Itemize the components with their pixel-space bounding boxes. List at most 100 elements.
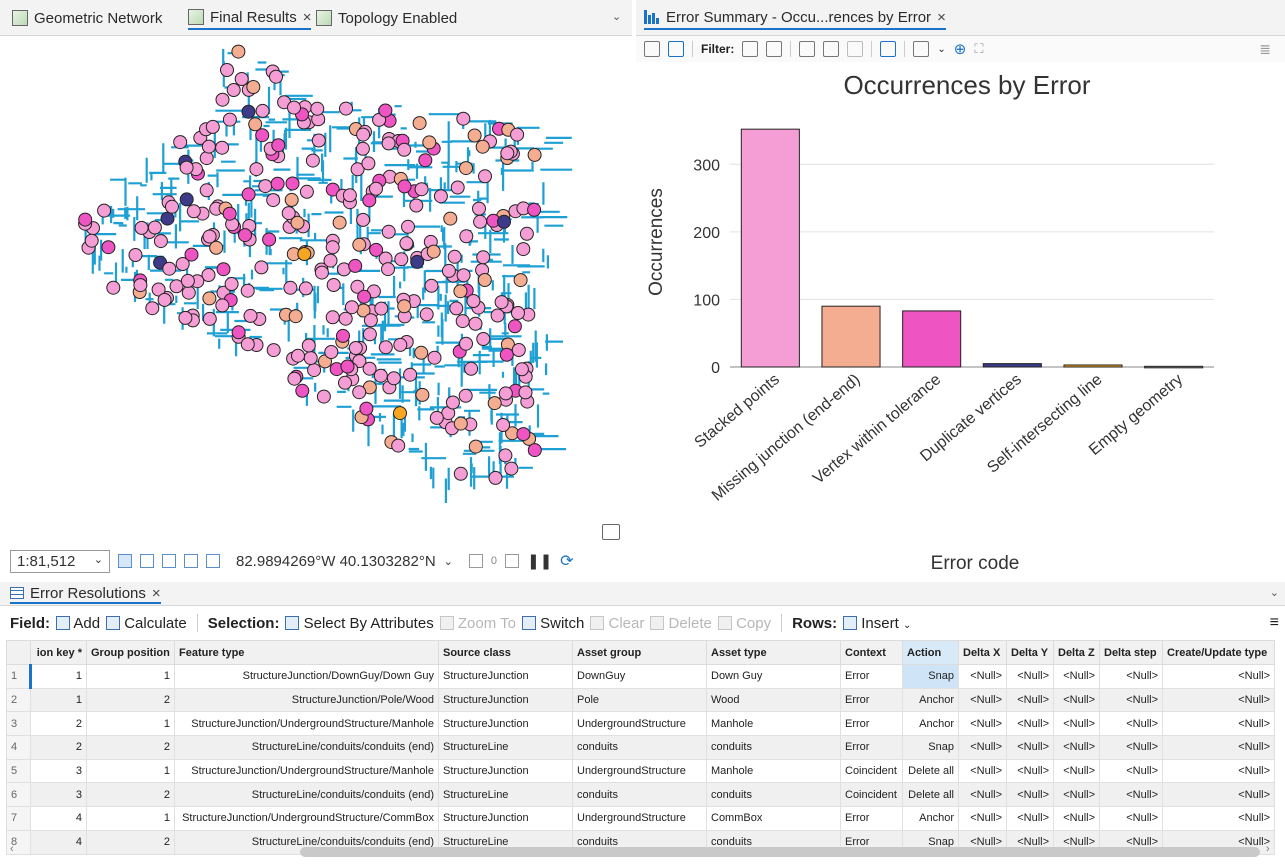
table-cell[interactable]: 1 <box>30 664 87 689</box>
table-cell[interactable]: <Null> <box>1162 735 1275 760</box>
table-cell[interactable]: <Null> <box>1053 735 1100 760</box>
measure-icon[interactable] <box>184 554 198 568</box>
bar-stacked-points[interactable] <box>740 128 800 368</box>
column-header[interactable]: Delta X <box>958 640 1007 665</box>
table-cell[interactable]: StructureJunction/UndergroundStructure/C… <box>174 806 439 831</box>
table-cell[interactable]: StructureLine <box>438 782 573 808</box>
chevron-down-icon[interactable]: ⌄ <box>443 555 453 568</box>
table-cell[interactable]: <Null> <box>1006 687 1054 713</box>
table-cell[interactable]: <Null> <box>958 735 1007 760</box>
table-row[interactable]: 2 1 2 StructureJunction/Pole/Wood StructureJ… <box>6 687 1275 713</box>
table-cell[interactable]: 2 <box>86 782 175 808</box>
table-cell[interactable]: 1 <box>86 664 175 689</box>
table-cell[interactable]: StructureJunction/UndergroundStructure/M… <box>174 758 439 784</box>
zoom-in-icon[interactable]: ⊕ <box>953 41 967 58</box>
table-cell[interactable]: <Null> <box>1162 806 1275 831</box>
table-menu-icon[interactable]: ≡ <box>1269 614 1279 631</box>
table-cell[interactable]: <Null> <box>1053 782 1100 808</box>
close-icon[interactable]: × <box>302 8 312 26</box>
table-cell[interactable]: DownGuy <box>572 664 707 689</box>
table-cell[interactable]: 3 <box>30 758 87 784</box>
list-icon[interactable]: ≣ <box>1259 40 1271 57</box>
scale-selector[interactable]: 1:81,512 ⌄ <box>10 549 110 573</box>
tab-final-results[interactable]: Final Results × <box>188 6 312 30</box>
table-cell[interactable]: Coincident <box>840 782 903 808</box>
table-cell[interactable]: StructureLine/conduits/conduits (end) <box>174 735 439 760</box>
row-number[interactable]: 7 <box>6 806 31 831</box>
copy-button[interactable]: Copy <box>717 615 771 632</box>
table-icon[interactable] <box>799 41 816 57</box>
chevron-down-icon[interactable]: ⌄ <box>1269 587 1279 599</box>
table-cell[interactable]: Error <box>840 711 903 737</box>
table-row[interactable]: 1 1 1 StructureJunction/DownGuy/Down Guy Str… <box>6 664 1275 689</box>
table-cell[interactable]: Snap <box>902 664 959 689</box>
table-cell[interactable]: StructureJunction <box>438 806 573 831</box>
scroll-left-icon[interactable]: ‹ <box>10 843 14 855</box>
table-row[interactable]: 7 4 1 StructureJunction/UndergroundStructur… <box>6 806 1275 831</box>
delete-button[interactable]: Delete <box>650 615 712 632</box>
calculate-field-button[interactable]: Calculate <box>106 615 187 632</box>
table-cell[interactable]: 2 <box>86 829 175 855</box>
table-cell[interactable]: <Null> <box>1162 711 1275 737</box>
table-cell[interactable]: conduits <box>572 735 707 760</box>
row-number[interactable]: 8 <box>6 829 31 855</box>
table-cell[interactable]: <Null> <box>1099 664 1163 689</box>
table-cell[interactable]: StructureJunction <box>438 687 573 713</box>
bar-missing-junction-end-end[interactable] <box>821 305 881 368</box>
table-cell[interactable]: <Null> <box>958 782 1007 808</box>
pause-icon[interactable]: ❚❚ <box>527 553 553 570</box>
table-cell[interactable]: conduits <box>706 782 841 808</box>
table-cell[interactable]: <Null> <box>1099 806 1163 831</box>
column-header[interactable]: Asset type <box>706 640 841 665</box>
refresh-icon[interactable]: ⟳ <box>560 553 574 570</box>
row-number[interactable]: 4 <box>6 735 31 760</box>
table-cell[interactable]: 1 <box>30 687 87 713</box>
bar-empty-geometry[interactable] <box>1144 365 1204 369</box>
row-number[interactable]: 2 <box>6 687 31 713</box>
table-cell[interactable]: 1 <box>86 758 175 784</box>
switch-selection-button[interactable]: Switch <box>521 615 584 632</box>
table-cell[interactable]: <Null> <box>1053 806 1100 831</box>
table-cell[interactable]: Pole <box>572 687 707 713</box>
horizontal-scrollbar[interactable] <box>300 847 1260 857</box>
table-cell[interactable]: 1 <box>86 711 175 737</box>
table-cell[interactable]: <Null> <box>1006 782 1054 808</box>
grid-icon[interactable] <box>140 554 154 568</box>
row-number[interactable]: 1 <box>6 664 32 689</box>
table-cell[interactable]: <Null> <box>958 711 1007 737</box>
table-cell[interactable]: <Null> <box>1099 687 1163 713</box>
table-cell[interactable]: StructureJunction <box>438 664 573 689</box>
column-header[interactable]: ion key * <box>30 640 87 665</box>
table-cell[interactable]: 2 <box>86 687 175 713</box>
add-field-button[interactable]: Add <box>56 615 100 632</box>
selection-count-icon[interactable] <box>468 554 483 568</box>
bar-duplicate-vertices[interactable] <box>982 363 1042 368</box>
table-cell[interactable]: <Null> <box>1053 758 1100 784</box>
column-header[interactable]: Delta step <box>1099 640 1163 665</box>
table-cell[interactable]: 1 <box>86 806 175 831</box>
table-cell[interactable]: StructureLine/conduits/conduits (end) <box>174 782 439 808</box>
table-cell[interactable]: <Null> <box>1006 735 1054 760</box>
table-row[interactable]: 6 3 2 StructureLine/conduits/conduits (end)… <box>6 782 1275 808</box>
table-cell[interactable]: Error <box>840 806 903 831</box>
select-tool-icon[interactable] <box>913 41 930 57</box>
row-number[interactable]: 5 <box>6 758 31 784</box>
filter-selection-icon[interactable] <box>766 41 783 57</box>
table-cell[interactable]: StructureJunction/Pole/Wood <box>174 687 439 713</box>
table-cell[interactable]: <Null> <box>1162 687 1275 713</box>
refresh-cache-icon[interactable] <box>505 554 519 568</box>
row-header-corner[interactable] <box>6 640 31 665</box>
row-number[interactable]: 6 <box>6 782 31 808</box>
table-cell[interactable]: <Null> <box>1053 664 1100 689</box>
table-cell[interactable]: 2 <box>30 735 87 760</box>
snapping-icon[interactable] <box>162 554 176 568</box>
coordinates-readout[interactable]: 82.9894269°W 40.1303282°N <box>236 552 436 570</box>
table-cell[interactable]: conduits <box>572 782 707 808</box>
insert-rows-button[interactable]: Insert ⌄ <box>843 615 911 632</box>
scroll-right-icon[interactable]: › <box>1266 843 1270 855</box>
table-cell[interactable]: Delete all <box>902 758 959 784</box>
add-chart-icon[interactable] <box>668 41 684 57</box>
table-cell[interactable]: Coincident <box>840 758 903 784</box>
table-cell[interactable]: StructureLine <box>438 735 573 760</box>
table-cell[interactable]: <Null> <box>1006 711 1054 737</box>
